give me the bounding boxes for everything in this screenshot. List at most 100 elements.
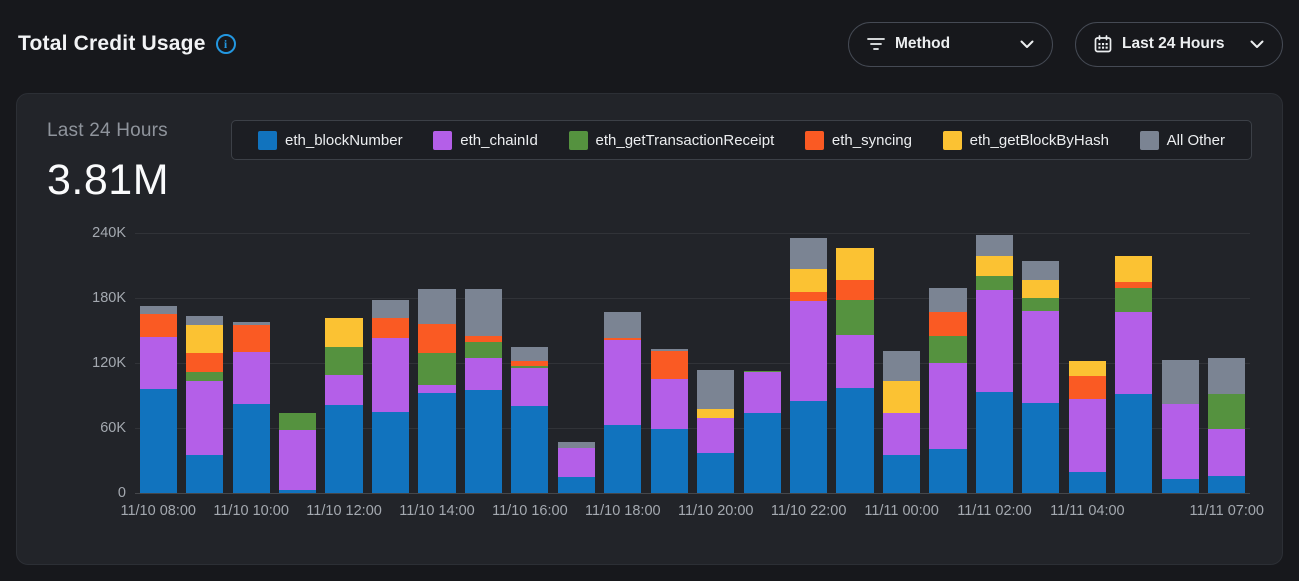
bar-segment-eth-blocknumber[interactable] xyxy=(511,406,549,493)
legend-item-all-other[interactable]: All Other xyxy=(1139,130,1225,150)
bar-slot-17[interactable] xyxy=(925,233,971,493)
bar-segment-eth-chainid[interactable] xyxy=(511,368,549,407)
bar-segment-eth-gettransactionreceipt[interactable] xyxy=(418,353,456,385)
bar-slot-10[interactable] xyxy=(600,233,646,493)
bar-segment-eth-blocknumber[interactable] xyxy=(929,448,967,493)
stacked-bar[interactable] xyxy=(1115,233,1153,493)
bar-segment-eth-blocknumber[interactable] xyxy=(604,424,642,493)
bar-segment-eth-syncing[interactable] xyxy=(418,324,456,354)
bar-segment-eth-syncing[interactable] xyxy=(789,291,828,302)
bar-segment-eth-syncing[interactable] xyxy=(836,279,874,301)
bar-segment-eth-chainid[interactable] xyxy=(789,301,828,401)
stacked-bar[interactable] xyxy=(279,233,317,493)
bar-segment-eth-gettransactionreceipt[interactable] xyxy=(186,371,224,382)
bar-segment-eth-blocknumber[interactable] xyxy=(743,412,781,493)
bar-segment-eth-chainid[interactable] xyxy=(186,381,224,456)
bar-segment-eth-chainid[interactable] xyxy=(1068,398,1106,473)
bar-segment-eth-chainid[interactable] xyxy=(139,337,177,389)
bar-segment-eth-syncing[interactable] xyxy=(604,338,642,341)
bar-slot-8[interactable] xyxy=(507,233,553,493)
bar-segment-all-other[interactable] xyxy=(1161,359,1199,405)
bar-segment-all-other[interactable] xyxy=(139,305,177,315)
bar-segment-eth-blocknumber[interactable] xyxy=(325,405,363,493)
bar-segment-eth-blocknumber[interactable] xyxy=(464,390,502,493)
bar-slot-3[interactable] xyxy=(274,233,320,493)
bar-slot-0[interactable] xyxy=(135,233,181,493)
bar-segment-eth-getblockbyhash[interactable] xyxy=(697,408,735,419)
bar-slot-15[interactable] xyxy=(832,233,878,493)
bar-segment-all-other[interactable] xyxy=(697,369,735,409)
bar-slot-22[interactable] xyxy=(1157,233,1203,493)
bar-segment-eth-blocknumber[interactable] xyxy=(650,429,688,493)
stacked-bar[interactable] xyxy=(882,233,921,493)
bar-segment-eth-blocknumber[interactable] xyxy=(1161,478,1199,493)
bar-segment-eth-chainid[interactable] xyxy=(882,412,921,456)
bar-segment-eth-chainid[interactable] xyxy=(371,338,410,412)
stacked-bar[interactable] xyxy=(975,233,1013,493)
bar-segment-eth-blocknumber[interactable] xyxy=(418,393,456,493)
bar-segment-eth-chainid[interactable] xyxy=(836,334,874,388)
bar-segment-all-other[interactable] xyxy=(511,346,549,361)
bar-segment-all-other[interactable] xyxy=(186,316,224,326)
bar-segment-eth-getblockbyhash[interactable] xyxy=(975,255,1013,277)
bar-segment-eth-gettransactionreceipt[interactable] xyxy=(836,300,874,335)
bar-segment-eth-syncing[interactable] xyxy=(371,317,410,339)
bar-segment-all-other[interactable] xyxy=(557,442,595,448)
stacked-bar[interactable] xyxy=(1208,233,1246,493)
bar-segment-all-other[interactable] xyxy=(418,289,456,325)
info-circle-icon[interactable]: i xyxy=(215,34,236,54)
bar-segment-eth-getblockbyhash[interactable] xyxy=(186,325,224,354)
bar-segment-eth-blocknumber[interactable] xyxy=(697,452,735,493)
bar-segment-eth-getblockbyhash[interactable] xyxy=(836,248,874,280)
bar-segment-eth-blocknumber[interactable] xyxy=(1022,403,1060,493)
stacked-bar[interactable] xyxy=(464,233,502,493)
bar-segment-eth-syncing[interactable] xyxy=(139,314,177,337)
bar-segment-all-other[interactable] xyxy=(929,288,967,313)
bar-segment-eth-chainid[interactable] xyxy=(1208,429,1246,476)
bar-segment-all-other[interactable] xyxy=(1208,357,1246,395)
bar-segment-eth-blocknumber[interactable] xyxy=(1208,475,1246,493)
bar-slot-2[interactable] xyxy=(228,233,274,493)
bar-segment-eth-blocknumber[interactable] xyxy=(279,489,317,493)
bar-segment-eth-syncing[interactable] xyxy=(1115,281,1153,289)
bar-segment-eth-blocknumber[interactable] xyxy=(139,389,177,493)
bar-slot-11[interactable] xyxy=(646,233,692,493)
bar-segment-eth-gettransactionreceipt[interactable] xyxy=(1208,394,1246,430)
bar-slot-5[interactable] xyxy=(367,233,413,493)
bar-segment-eth-chainid[interactable] xyxy=(604,340,642,425)
bar-segment-eth-chainid[interactable] xyxy=(743,371,781,413)
bar-slot-1[interactable] xyxy=(181,233,227,493)
stacked-bar[interactable] xyxy=(232,233,270,493)
bar-segment-eth-blocknumber[interactable] xyxy=(836,387,874,493)
bar-segment-eth-blocknumber[interactable] xyxy=(557,476,595,493)
bar-segment-eth-gettransactionreceipt[interactable] xyxy=(1022,298,1060,312)
bar-segment-eth-chainid[interactable] xyxy=(975,290,1013,393)
bar-segment-all-other[interactable] xyxy=(650,348,688,352)
bar-slot-6[interactable] xyxy=(414,233,460,493)
legend-item-eth-gettransactionreceipt[interactable]: eth_getTransactionReceipt xyxy=(568,130,774,150)
legend-item-eth-blocknumber[interactable]: eth_blockNumber xyxy=(258,130,403,150)
bar-slot-18[interactable] xyxy=(971,233,1017,493)
stacked-bar[interactable] xyxy=(186,233,224,493)
bar-segment-eth-blocknumber[interactable] xyxy=(186,455,224,493)
bar-slot-16[interactable] xyxy=(878,233,924,493)
stacked-bar[interactable] xyxy=(139,233,177,493)
bar-slot-20[interactable] xyxy=(1064,233,1110,493)
bar-slot-13[interactable] xyxy=(739,233,785,493)
bar-segment-eth-chainid[interactable] xyxy=(557,447,595,477)
bar-segment-eth-getblockbyhash[interactable] xyxy=(1115,255,1153,282)
bar-segment-eth-gettransactionreceipt[interactable] xyxy=(511,366,549,369)
bar-segment-eth-chainid[interactable] xyxy=(418,384,456,394)
bar-segment-eth-blocknumber[interactable] xyxy=(789,400,828,493)
bar-segment-eth-getblockbyhash[interactable] xyxy=(882,381,921,413)
bar-slot-9[interactable] xyxy=(553,233,599,493)
bar-segment-eth-chainid[interactable] xyxy=(1161,404,1199,479)
method-filter-button[interactable]: Method xyxy=(848,21,1053,67)
legend-item-eth-getblockbyhash[interactable]: eth_getBlockByHash xyxy=(942,130,1109,150)
bar-slot-7[interactable] xyxy=(460,233,506,493)
legend-item-eth-syncing[interactable]: eth_syncing xyxy=(804,130,912,150)
stacked-bar[interactable] xyxy=(511,233,549,493)
bar-slot-21[interactable] xyxy=(1111,233,1157,493)
stacked-bar[interactable] xyxy=(371,233,410,493)
stacked-bar[interactable] xyxy=(325,233,363,493)
